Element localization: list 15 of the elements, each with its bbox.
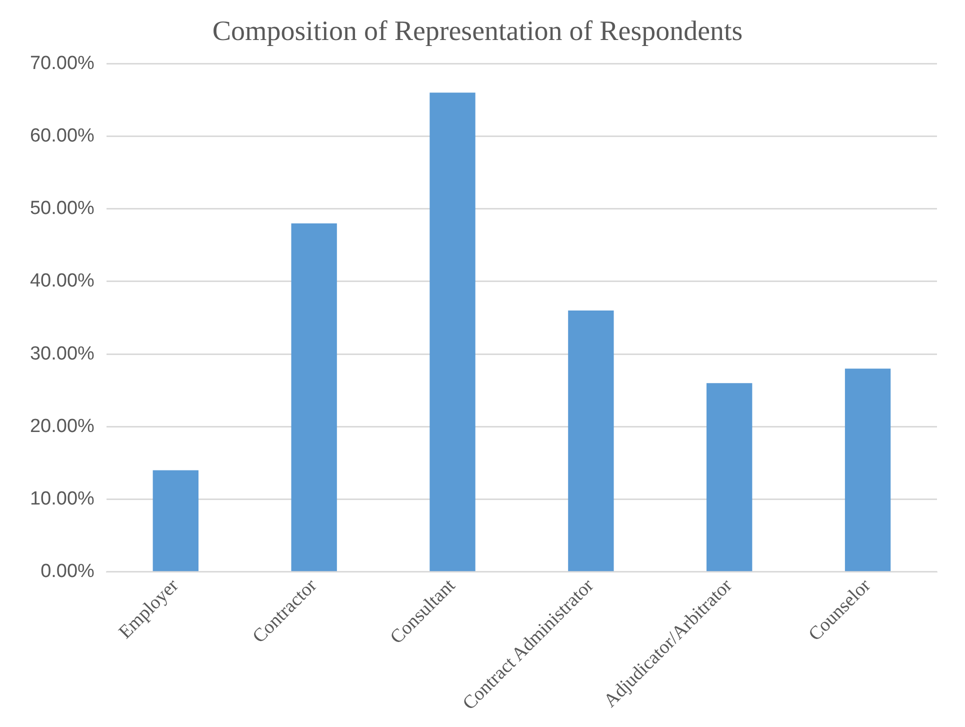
y-tick-label: 20.00%	[30, 416, 95, 437]
bar	[568, 310, 614, 572]
y-tick-label: 10.00%	[30, 488, 95, 510]
bar	[430, 92, 476, 572]
y-tick-label: 50.00%	[30, 198, 95, 220]
bar	[844, 368, 891, 572]
bar	[706, 383, 752, 572]
y-tick-label: 30.00%	[30, 343, 95, 364]
bar	[152, 470, 198, 572]
y-tick-label: 40.00%	[30, 270, 95, 292]
y-tick-label: 0.00%	[40, 561, 95, 582]
bar	[291, 223, 337, 572]
y-tick-label: 60.00%	[30, 125, 95, 146]
chart-title: Composition of Representation of Respondents	[212, 16, 743, 48]
y-tick-label: 70.00%	[30, 52, 95, 74]
